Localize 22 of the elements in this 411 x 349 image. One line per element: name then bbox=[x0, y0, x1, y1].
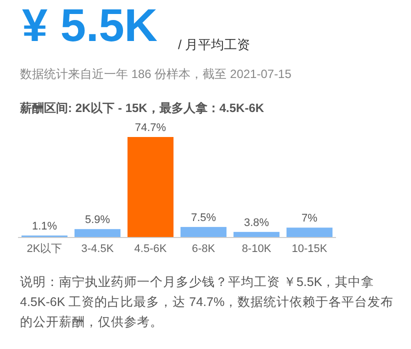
text: 薪酬区间: 2K以下 - 15K，最多人拿：4.5K-6K bbox=[20, 100, 264, 117]
x-tick-label: 6-8K bbox=[192, 243, 216, 255]
data-label: 74.7% bbox=[134, 122, 166, 134]
bar bbox=[234, 232, 280, 237]
x-tick-label: 3-4.5K bbox=[81, 243, 114, 255]
x-tick-label: 2K以下 bbox=[26, 242, 62, 255]
chart-subtitle: / 月平均工资 bbox=[178, 36, 250, 54]
bar bbox=[180, 226, 226, 237]
data-label: 7% bbox=[302, 212, 318, 225]
data-label: 7.5% bbox=[190, 212, 216, 224]
data-label: 3.8% bbox=[244, 216, 270, 229]
bar bbox=[128, 137, 174, 237]
text: 说明：南宁执业药师一个月多少钱？平均工资 ￥5.5K，其中拿 4.5K-6K 工资的占比最多，达 74.7%，数据统计依赖于各平台发布的公开薪酬，仅供参考。 bbox=[20, 274, 395, 331]
x-tick-label: 4.5-6K bbox=[134, 243, 168, 255]
chart-title: ¥ 5.5K bbox=[22, 0, 158, 52]
text: 数据统计来自近一年 186 份样本，截至 2021-07-15 bbox=[20, 66, 292, 83]
x-tick-label: 10-15K bbox=[292, 243, 328, 255]
data-label: 1.1% bbox=[32, 220, 58, 233]
bar bbox=[286, 228, 332, 237]
x-tick-label: 8-10K bbox=[242, 243, 272, 255]
bar bbox=[74, 229, 120, 237]
data-label: 5.9% bbox=[84, 214, 110, 226]
